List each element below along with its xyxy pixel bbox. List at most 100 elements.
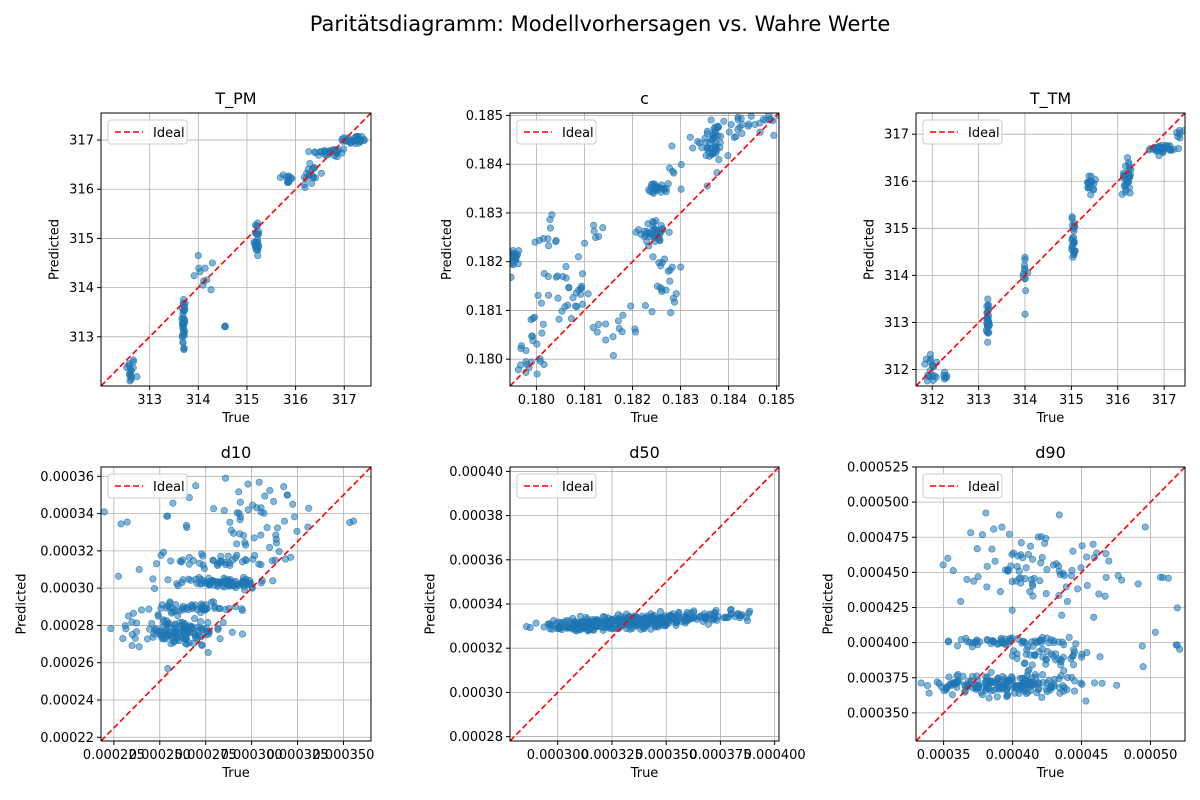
data-point <box>569 294 577 302</box>
data-point <box>1083 649 1091 657</box>
data-point <box>707 116 715 124</box>
x-tick-label: 0.180 <box>518 393 555 408</box>
data-point <box>747 113 755 120</box>
data-point <box>565 284 573 292</box>
data-point <box>1028 555 1037 563</box>
data-point <box>993 693 1001 701</box>
data-point <box>554 294 562 302</box>
y-tick-label: 0.185 <box>466 109 503 124</box>
data-point <box>1030 574 1038 582</box>
data-point <box>666 277 674 285</box>
data-point <box>198 641 206 649</box>
x-tick-label: 317 <box>1152 393 1177 408</box>
y-tick-label: 0.000375 <box>847 671 909 686</box>
subplot-c: 0.180 0.181 0.182 0.183 0.184 0.185 0.180 0.181… <box>440 89 795 426</box>
data-point <box>1020 660 1029 668</box>
y-tick-label: 0.181 <box>466 304 503 319</box>
data-point <box>973 545 981 553</box>
data-point <box>305 504 313 512</box>
x-axis-label: True <box>1036 766 1065 781</box>
data-point <box>273 524 282 532</box>
data-point <box>150 584 159 593</box>
data-point <box>708 149 716 157</box>
y-tick-label: 0.182 <box>466 255 503 270</box>
axes-frame <box>100 466 372 742</box>
data-point <box>1038 645 1046 653</box>
data-point <box>1008 606 1016 614</box>
data-point <box>983 673 991 681</box>
data-point <box>926 373 934 381</box>
data-point <box>769 117 777 125</box>
y-tick-label: 0.184 <box>466 158 503 173</box>
data-point <box>1074 585 1082 593</box>
x-tick-label: 0.000375 <box>689 748 751 763</box>
data-point <box>1078 680 1086 688</box>
data-point <box>633 616 641 624</box>
x-tick-label: 314 <box>186 393 211 408</box>
data-point <box>251 551 259 560</box>
data-point <box>545 242 553 250</box>
data-point <box>595 617 603 625</box>
data-point <box>1026 651 1034 659</box>
data-point <box>289 500 297 508</box>
data-point <box>164 512 172 520</box>
data-point <box>1121 188 1130 196</box>
y-tick-label: 0.000500 <box>847 496 909 511</box>
data-point <box>1105 557 1113 565</box>
data-point <box>580 618 588 626</box>
data-point <box>738 120 746 129</box>
data-point <box>1161 142 1169 150</box>
legend-label: Ideal <box>562 480 594 495</box>
data-point <box>164 665 172 673</box>
data-point <box>1047 650 1055 658</box>
data-point <box>1083 553 1091 561</box>
legend-label: Ideal <box>153 126 185 141</box>
data-point <box>982 509 990 517</box>
data-point <box>1095 590 1103 598</box>
data-point <box>584 290 592 298</box>
ideal-line <box>916 467 1185 741</box>
data-point <box>660 186 669 194</box>
subplot-d10: 0.0002250.0002500.0002750.0003000.000325… <box>15 443 375 781</box>
data-point <box>540 360 548 369</box>
y-tick-label: 315 <box>69 232 94 247</box>
data-point <box>569 614 577 622</box>
data-point <box>240 531 248 540</box>
data-point <box>998 523 1006 531</box>
data-point <box>534 291 542 300</box>
data-point <box>1078 653 1086 661</box>
data-point <box>650 226 658 234</box>
ideal-line <box>101 467 371 741</box>
x-tick-label: 0.183 <box>662 393 699 408</box>
data-point <box>1055 511 1063 519</box>
data-point <box>689 609 698 617</box>
data-point <box>953 677 962 685</box>
data-point <box>178 319 187 327</box>
data-point <box>129 364 137 372</box>
data-point <box>293 527 301 535</box>
data-point <box>198 603 206 611</box>
data-point <box>1078 542 1086 550</box>
data-point <box>983 562 991 570</box>
data-point <box>287 553 295 561</box>
x-tick-label: 0.000325 <box>581 748 643 763</box>
data-point <box>665 228 673 236</box>
x-tick-label: 313 <box>137 393 162 408</box>
data-point <box>1013 654 1021 663</box>
data-point <box>1155 145 1163 153</box>
axes-frame <box>509 112 780 387</box>
data-point <box>712 143 720 151</box>
data-point <box>1017 551 1025 559</box>
data-point <box>745 609 753 617</box>
data-point <box>1042 655 1050 663</box>
data-point <box>711 609 719 617</box>
data-point <box>220 507 228 515</box>
legend-box <box>107 119 188 145</box>
data-point <box>588 618 596 626</box>
data-point <box>332 148 340 156</box>
data-point <box>888 692 894 698</box>
data-point <box>349 517 358 525</box>
data-point <box>241 555 249 564</box>
y-tick-label: 312 <box>884 363 909 378</box>
